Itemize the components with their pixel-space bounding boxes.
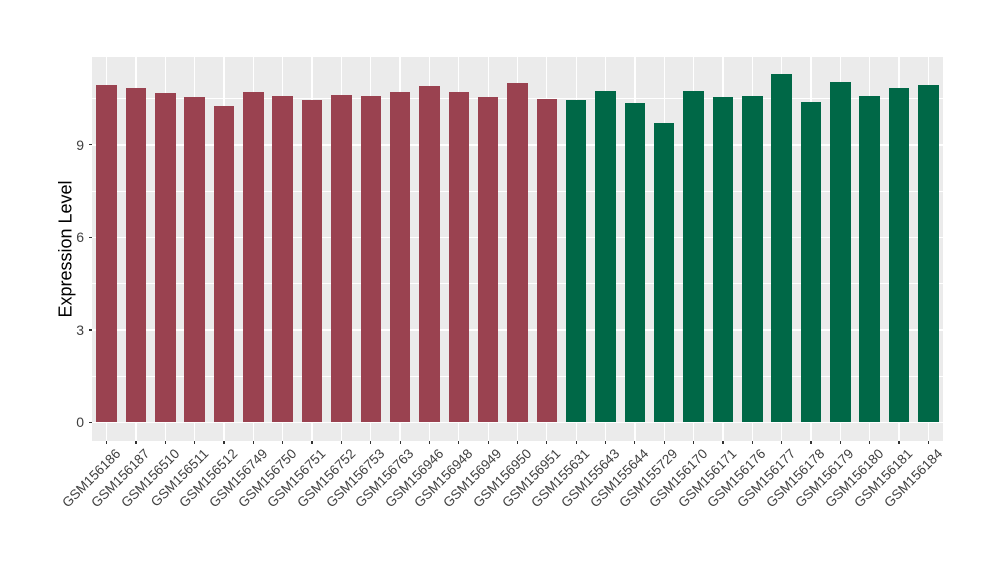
x-axis-tick-mark <box>399 441 401 444</box>
x-axis-tick-mark <box>898 441 900 444</box>
x-axis-tick-mark <box>516 441 519 444</box>
x-axis-tick-mark <box>194 441 196 444</box>
bar <box>419 86 440 423</box>
y-tick-label: 6 <box>76 229 84 246</box>
y-axis-tick-mark <box>88 144 92 146</box>
x-axis-tick-mark <box>458 441 460 444</box>
bar <box>448 92 470 423</box>
x-axis-tick-mark <box>282 441 284 444</box>
x-axis-tick-mark <box>751 441 753 444</box>
bar <box>742 95 763 423</box>
x-axis-tick-mark <box>692 441 695 444</box>
x-axis-tick-mark <box>340 441 343 444</box>
bar <box>712 97 734 423</box>
x-axis-tick-mark <box>106 441 108 444</box>
bar <box>96 84 117 423</box>
bar <box>536 98 558 423</box>
x-axis-tick-mark <box>663 441 665 444</box>
x-axis-tick-mark <box>781 441 783 444</box>
bar <box>331 94 352 423</box>
bar <box>683 90 704 423</box>
y-axis-tick-mark <box>88 421 92 424</box>
bar <box>155 93 176 423</box>
x-axis-tick-mark <box>810 441 812 444</box>
bar <box>360 96 382 423</box>
bar <box>565 100 587 423</box>
bar <box>859 95 880 423</box>
x-axis-tick-mark <box>370 441 372 444</box>
x-axis-tick-mark <box>634 441 636 444</box>
x-axis-tick-mark <box>135 441 137 444</box>
x-axis-tick-mark <box>164 441 166 444</box>
y-tick-label: 9 <box>76 136 84 153</box>
bar <box>771 73 792 423</box>
y-axis-tick-mark <box>88 236 92 239</box>
bar <box>653 123 675 423</box>
x-axis-tick-mark <box>311 441 313 444</box>
bar <box>243 91 264 423</box>
bar <box>301 100 323 423</box>
bar <box>918 84 939 423</box>
bar <box>507 83 528 423</box>
x-axis-tick-mark <box>223 441 225 444</box>
x-axis-tick-mark <box>428 441 431 444</box>
y-axis-tick-mark <box>88 329 92 331</box>
bar <box>830 81 851 423</box>
bar <box>624 103 646 423</box>
bar <box>213 106 235 423</box>
x-axis-tick-mark <box>869 441 871 444</box>
x-axis-tick-mark <box>927 441 929 444</box>
bar <box>477 97 499 423</box>
x-axis-tick-mark <box>604 441 607 444</box>
bar <box>272 95 293 423</box>
bar <box>595 90 616 423</box>
x-axis-tick-mark <box>487 441 489 444</box>
x-axis-tick-mark <box>839 441 841 444</box>
y-tick-label: 0 <box>76 414 84 431</box>
bar <box>389 92 411 423</box>
y-axis-title: Expression Level <box>55 180 76 318</box>
bar <box>125 87 147 423</box>
x-axis-tick-mark <box>546 441 548 444</box>
plot-panel <box>92 57 943 441</box>
bar <box>184 97 205 423</box>
x-axis-tick-mark <box>722 441 724 444</box>
bar <box>800 101 822 423</box>
x-axis-tick-mark <box>575 441 577 444</box>
y-tick-label: 3 <box>76 321 84 338</box>
x-axis-tick-mark <box>252 441 254 444</box>
bar <box>888 87 910 423</box>
